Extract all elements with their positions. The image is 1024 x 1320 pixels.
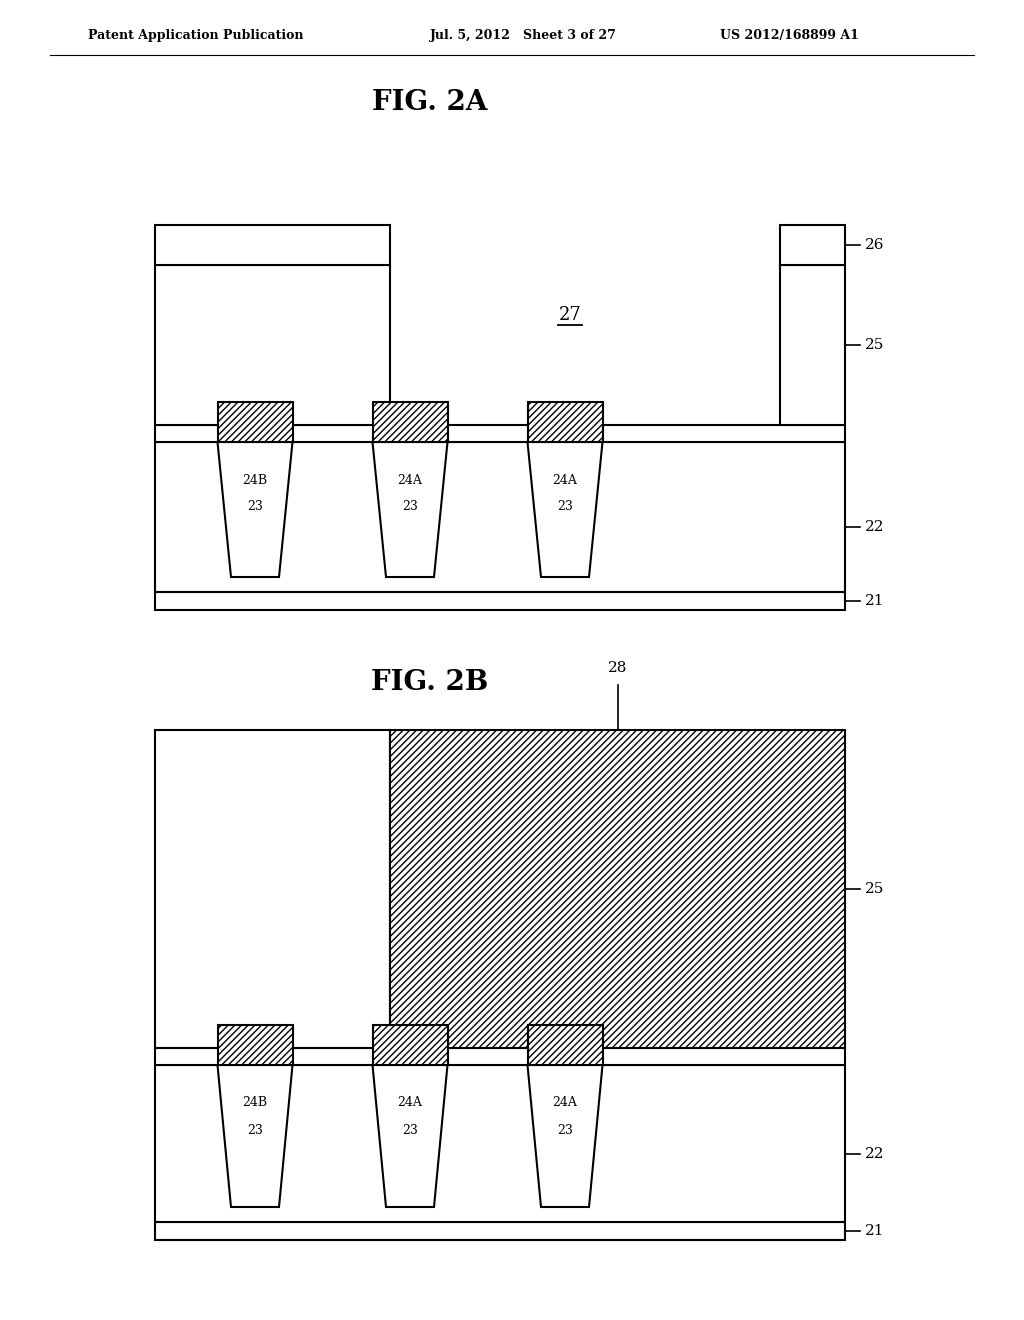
Bar xyxy=(373,1026,447,1065)
Text: 23: 23 xyxy=(247,1123,263,1137)
Bar xyxy=(155,1222,845,1239)
Bar xyxy=(155,425,845,442)
Bar xyxy=(527,403,602,442)
Bar xyxy=(780,265,845,425)
Bar xyxy=(527,1026,602,1065)
Text: 24A: 24A xyxy=(553,1097,578,1110)
Text: 27: 27 xyxy=(559,306,582,323)
Text: FIG. 2A: FIG. 2A xyxy=(373,88,487,116)
Bar xyxy=(373,403,447,442)
Text: 21: 21 xyxy=(865,594,885,609)
Text: US 2012/168899 A1: US 2012/168899 A1 xyxy=(720,29,859,42)
Bar xyxy=(155,265,390,425)
Polygon shape xyxy=(373,1065,447,1206)
Bar xyxy=(155,591,845,610)
Bar xyxy=(390,730,845,1048)
Text: 23: 23 xyxy=(557,1123,573,1137)
Text: 25: 25 xyxy=(865,882,885,896)
Text: 24B: 24B xyxy=(243,1097,267,1110)
Text: 23: 23 xyxy=(402,500,418,513)
Text: 24A: 24A xyxy=(553,474,578,487)
Bar xyxy=(155,1048,845,1065)
Text: 21: 21 xyxy=(865,1224,885,1238)
Text: 26: 26 xyxy=(865,238,885,252)
Text: 24A: 24A xyxy=(397,1097,423,1110)
Bar xyxy=(155,1065,845,1222)
Polygon shape xyxy=(217,442,293,577)
Text: 22: 22 xyxy=(865,1147,885,1160)
Text: 24B: 24B xyxy=(243,474,267,487)
Polygon shape xyxy=(527,1065,602,1206)
Text: Patent Application Publication: Patent Application Publication xyxy=(88,29,303,42)
Bar xyxy=(780,224,845,265)
Polygon shape xyxy=(527,442,602,577)
Text: 23: 23 xyxy=(557,500,573,513)
Text: 22: 22 xyxy=(865,520,885,535)
Text: 24A: 24A xyxy=(397,474,423,487)
Text: 25: 25 xyxy=(865,338,885,352)
Text: 23: 23 xyxy=(247,500,263,513)
Bar xyxy=(155,224,390,265)
Bar xyxy=(155,730,390,1048)
Polygon shape xyxy=(373,442,447,577)
Bar xyxy=(217,1026,293,1065)
Text: 28: 28 xyxy=(608,661,627,675)
Polygon shape xyxy=(217,1065,293,1206)
Text: FIG. 2B: FIG. 2B xyxy=(372,668,488,696)
Text: 23: 23 xyxy=(402,1123,418,1137)
Text: Jul. 5, 2012   Sheet 3 of 27: Jul. 5, 2012 Sheet 3 of 27 xyxy=(430,29,616,42)
Bar xyxy=(217,403,293,442)
Bar xyxy=(155,442,845,591)
